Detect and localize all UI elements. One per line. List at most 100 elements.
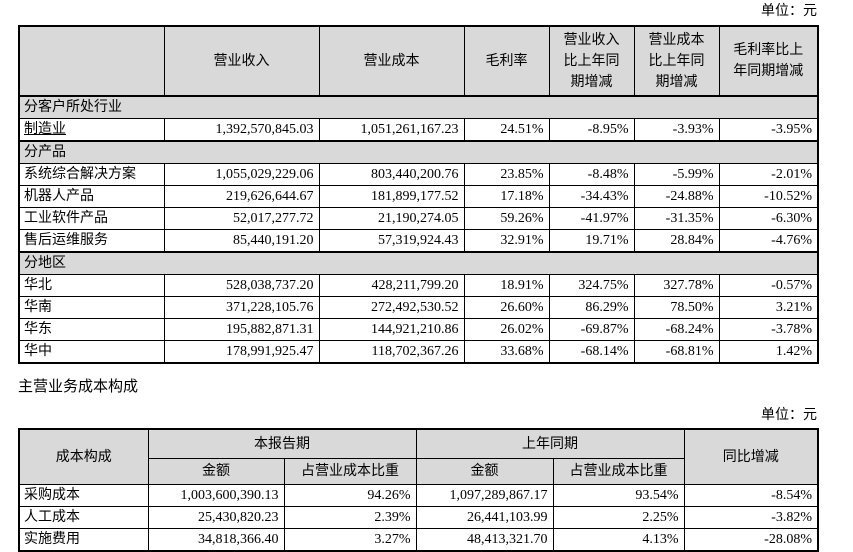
- row-label: 人工成本: [18, 506, 149, 529]
- col-header-cost-yoy: 营业成本比上年同期增减: [633, 25, 720, 97]
- table-row-central-china: 华中 178,991,925.47 118,702,367.26 33.68% …: [18, 340, 819, 364]
- cell-revenue-yoy: 86.29%: [548, 296, 635, 319]
- group-header-prior-period: 上年同期: [415, 428, 685, 459]
- cell-revenue-yoy: -8.48%: [548, 163, 635, 186]
- cell-yoy: -28.08%: [683, 528, 819, 552]
- cell-margin-yoy: -2.01%: [718, 163, 819, 186]
- cell-cost-yoy: -24.88%: [633, 185, 720, 208]
- table-row-east-china: 华东 195,882,871.31 144,921,210.86 26.02% …: [18, 318, 819, 341]
- cell-margin-yoy: -0.57%: [718, 274, 819, 297]
- cell-cost-yoy: -31.35%: [633, 207, 720, 230]
- cell-yoy: -3.82%: [683, 506, 819, 529]
- table-row-implementation-expense: 实施费用 34,818,366.40 3.27% 48,413,321.70 4…: [18, 528, 819, 552]
- cell-revenue-yoy: -41.97%: [548, 207, 635, 230]
- cell-revenue: 371,228,105.76: [163, 296, 320, 319]
- row-label: 华东: [18, 318, 165, 341]
- cell-margin-yoy: -4.76%: [718, 229, 819, 253]
- cell-amount-prior: 48,413,321.70: [415, 528, 554, 552]
- row-label: 采购成本: [18, 484, 149, 507]
- row-label: 制造业: [18, 118, 165, 142]
- cell-cost-yoy: -5.99%: [633, 163, 720, 186]
- cell-margin-yoy: -10.52%: [718, 185, 819, 208]
- cell-pct-current: 3.27%: [283, 528, 417, 552]
- cell-pct-current: 2.39%: [283, 506, 417, 529]
- cell-revenue-yoy: -34.43%: [548, 185, 635, 208]
- cell-margin: 17.18%: [463, 185, 550, 208]
- cell-pct-prior: 2.25%: [552, 506, 685, 529]
- cell-cost-yoy: -68.24%: [633, 318, 720, 341]
- unit-label-top: 单位：元: [761, 4, 817, 19]
- row-label: 工业软件产品: [18, 207, 165, 230]
- cell-cost-yoy: -68.81%: [633, 340, 720, 364]
- cell-margin: 33.68%: [463, 340, 550, 364]
- col-header-cost-composition: 成本构成: [18, 428, 149, 485]
- col-header-pct-current: 占营业成本比重: [283, 458, 417, 485]
- cell-margin: 23.85%: [463, 163, 550, 186]
- table-row-north-china: 华北 528,038,737.20 428,211,799.20 18.91% …: [18, 274, 819, 297]
- row-label: 华中: [18, 340, 165, 364]
- section-title: 主营业务成本构成: [18, 379, 139, 395]
- section-row-by-region: 分地区: [18, 251, 819, 275]
- cell-margin: 26.02%: [463, 318, 550, 341]
- row-label: 华南: [18, 296, 165, 319]
- cell-cost: 144,921,210.86: [318, 318, 465, 341]
- cell-margin-yoy: -3.95%: [718, 118, 819, 142]
- cell-revenue: 195,882,871.31: [163, 318, 320, 341]
- cell-cost: 181,899,177.52: [318, 185, 465, 208]
- header-row-subcolumns: 金额 占营业成本比重 金额 占营业成本比重: [19, 458, 818, 485]
- cell-cost: 57,319,924.43: [318, 229, 465, 253]
- cost-composition-table: 成本构成 本报告期 上年同期 同比增减 金额 占营业成本比重 金额 占营业成本比…: [18, 428, 819, 552]
- cell-margin-yoy: 3.21%: [718, 296, 819, 319]
- table-row-procurement-cost: 采购成本 1,003,600,390.13 94.26% 1,097,289,8…: [18, 484, 819, 507]
- cell-cost: 272,492,530.52: [318, 296, 465, 319]
- section-label: 分客户所处行业: [18, 95, 819, 119]
- cell-cost: 21,190,274.05: [318, 207, 465, 230]
- table-row-labor-cost: 人工成本 25,430,820.23 2.39% 26,441,103.99 2…: [18, 506, 819, 529]
- table-row-robot-products: 机器人产品 219,626,644.67 181,899,177.52 17.1…: [18, 185, 819, 208]
- group-header-current-period: 本报告期: [147, 428, 417, 459]
- revenue-breakdown-table: 营业收入 营业成本 毛利率 营业收入比上年同期增减 营业成本比上年同期增减 毛利…: [18, 25, 819, 364]
- row-label: 华北: [18, 274, 165, 297]
- cell-revenue-yoy: -8.95%: [548, 118, 635, 142]
- corner-header-cell: [18, 25, 165, 97]
- cell-margin: 18.91%: [463, 274, 550, 297]
- unit-label-bottom: 单位：元: [761, 408, 817, 423]
- row-label: 机器人产品: [18, 185, 165, 208]
- table-row-after-sales-service: 售后运维服务 85,440,191.20 57,319,924.43 32.91…: [18, 229, 819, 253]
- cell-cost-yoy: 327.78%: [633, 274, 720, 297]
- col-header-cost: 营业成本: [318, 25, 465, 97]
- cell-revenue: 178,991,925.47: [163, 340, 320, 364]
- col-header-revenue-yoy: 营业收入比上年同期增减: [548, 25, 635, 97]
- section-row-by-product: 分产品: [18, 140, 819, 164]
- cell-cost: 428,211,799.20: [318, 274, 465, 297]
- cell-cost-yoy: 28.84%: [633, 229, 720, 253]
- cell-revenue: 1,055,029,229.06: [163, 163, 320, 186]
- cell-margin-yoy: -6.30%: [718, 207, 819, 230]
- cell-cost-yoy: -3.93%: [633, 118, 720, 142]
- cell-pct-prior: 4.13%: [552, 528, 685, 552]
- col-header-margin-yoy: 毛利率比上年同期增减: [718, 25, 819, 97]
- section-label: 分产品: [18, 140, 819, 164]
- section-label: 分地区: [18, 251, 819, 275]
- table-row-system-solutions: 系统综合解决方案 1,055,029,229.06 803,440,200.76…: [18, 163, 819, 186]
- cell-amount-prior: 26,441,103.99: [415, 506, 554, 529]
- col-header-revenue: 营业收入: [163, 25, 320, 97]
- cell-margin: 26.60%: [463, 296, 550, 319]
- cell-amount-prior: 1,097,289,867.17: [415, 484, 554, 507]
- cell-margin-yoy: 1.42%: [718, 340, 819, 364]
- cell-margin: 32.91%: [463, 229, 550, 253]
- cell-amount-current: 34,818,366.40: [147, 528, 285, 552]
- cell-cost: 803,440,200.76: [318, 163, 465, 186]
- cell-revenue: 52,017,277.72: [163, 207, 320, 230]
- cell-cost: 1,051,261,167.23: [318, 118, 465, 142]
- cell-revenue-yoy: -68.14%: [548, 340, 635, 364]
- header-row-groups: 成本构成 本报告期 上年同期 同比增减: [18, 428, 819, 485]
- cell-yoy: -8.54%: [683, 484, 819, 507]
- row-label: 系统综合解决方案: [18, 163, 165, 186]
- col-header-pct-prior: 占营业成本比重: [552, 458, 685, 485]
- col-header-amount-current: 金额: [147, 458, 285, 485]
- cell-margin: 59.26%: [463, 207, 550, 230]
- cell-amount-current: 25,430,820.23: [147, 506, 285, 529]
- cell-margin-yoy: -3.78%: [718, 318, 819, 341]
- col-header-gross-margin: 毛利率: [463, 25, 550, 97]
